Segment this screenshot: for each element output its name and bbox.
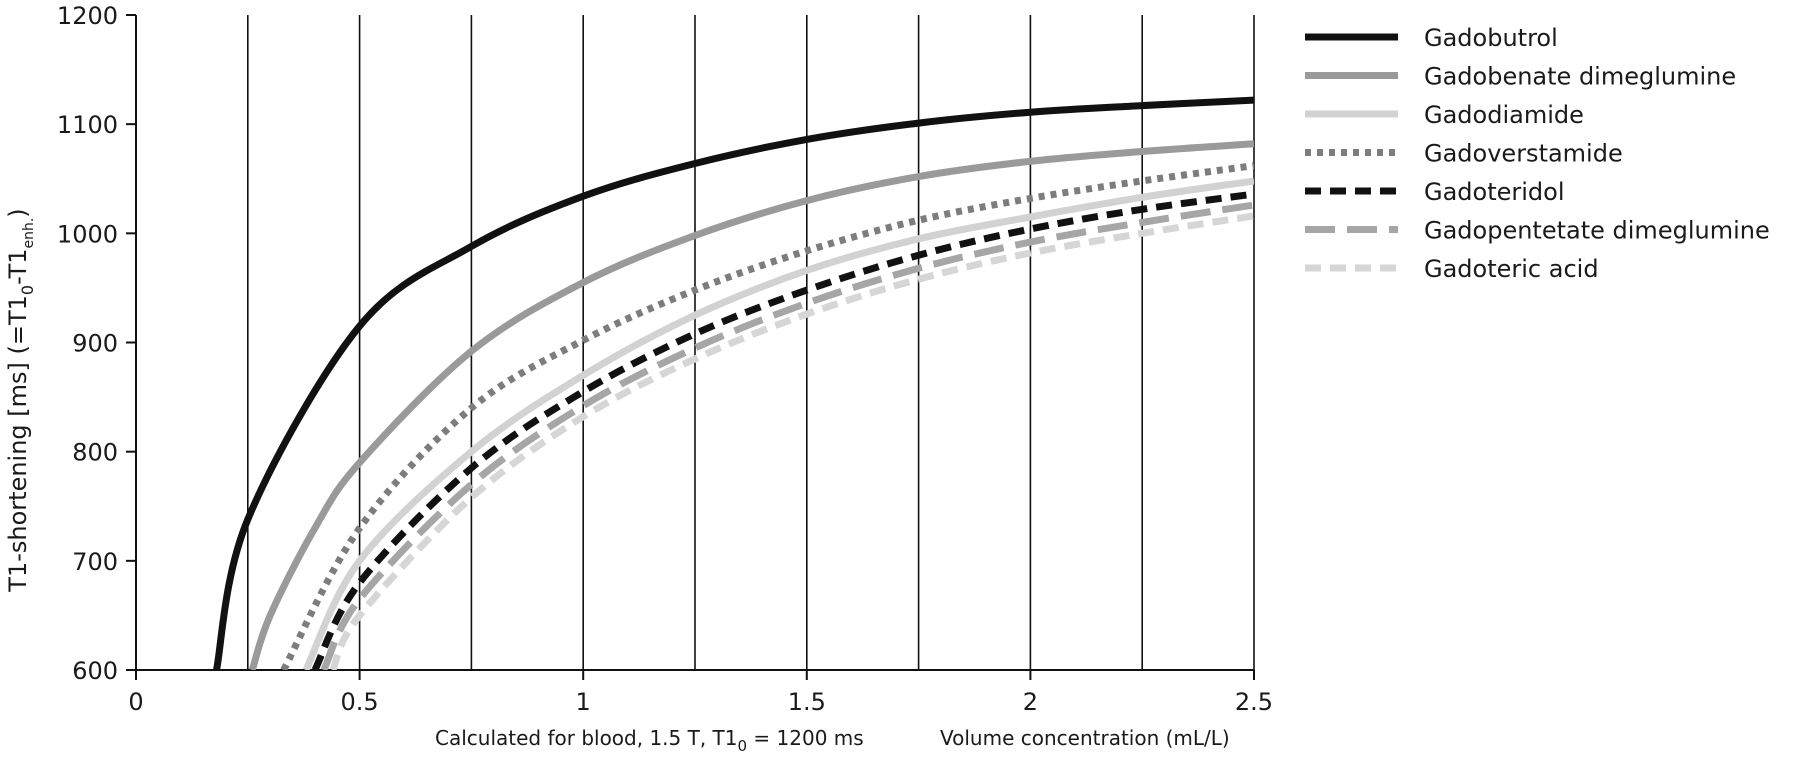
y-tick-label-6: 1200 [57,2,118,30]
series-line-gadoverstamide [280,162,1254,670]
y-axis-label: T1-shortening [ms] (=T10-T1enh.) [4,208,37,592]
x-tick-label-4: 2 [1023,688,1038,716]
legend-label-gadoteric-acid: Gadoteric acid [1424,255,1599,283]
y-tick-label-5: 1100 [57,111,118,139]
x-tick-label-0: 0 [128,688,143,716]
series-line-gadopentetate-dimeglumine [320,201,1254,670]
legend-label-gadoteridol: Gadoteridol [1424,178,1565,206]
tick-labels: 600 700 800 900 1000 1100 1200 0 0.5 1 1.5 2 2.5 [57,2,1273,716]
series-line-gadobenate-dimeglumine [248,140,1254,670]
series-line-gadodiamide [302,177,1254,670]
x-axis-label: Volume concentration (mL/L) [940,726,1230,750]
y-tick-label-0: 600 [72,657,118,685]
y-tick-label-3: 900 [72,330,118,358]
y-tick-label-2: 800 [72,439,118,467]
x-tick-label-5: 2.5 [1235,688,1273,716]
x-axis-note-left: Calculated for blood, 1.5 T, T10 = 1200 … [435,726,864,755]
x-tick-label-2: 1 [576,688,591,716]
legend: Gadobutrol Gadobenate dimeglumine Gadodiam… [1305,24,1770,283]
series-line-gadoteridol [311,190,1254,670]
legend-label-gadobutrol: Gadobutrol [1424,24,1558,52]
legend-label-gadobenate-dimeglumine: Gadobenate dimeglumine [1424,63,1736,91]
legend-label-gadopentetate-dimeglumine: Gadopentetate dimeglumine [1424,217,1770,245]
y-tick-label-4: 1000 [57,220,118,248]
x-tick-label-3: 1.5 [788,688,826,716]
legend-label-gadoverstamide: Gadoverstamide [1424,140,1623,168]
vertical-gridlines [247,15,1255,670]
x-tick-label-1: 0.5 [341,688,379,716]
series-lines [213,96,1254,670]
legend-label-gadodiamide: Gadodiamide [1424,101,1584,129]
series-line-gadobutrol [213,96,1254,670]
y-tick-label-1: 700 [72,548,118,576]
